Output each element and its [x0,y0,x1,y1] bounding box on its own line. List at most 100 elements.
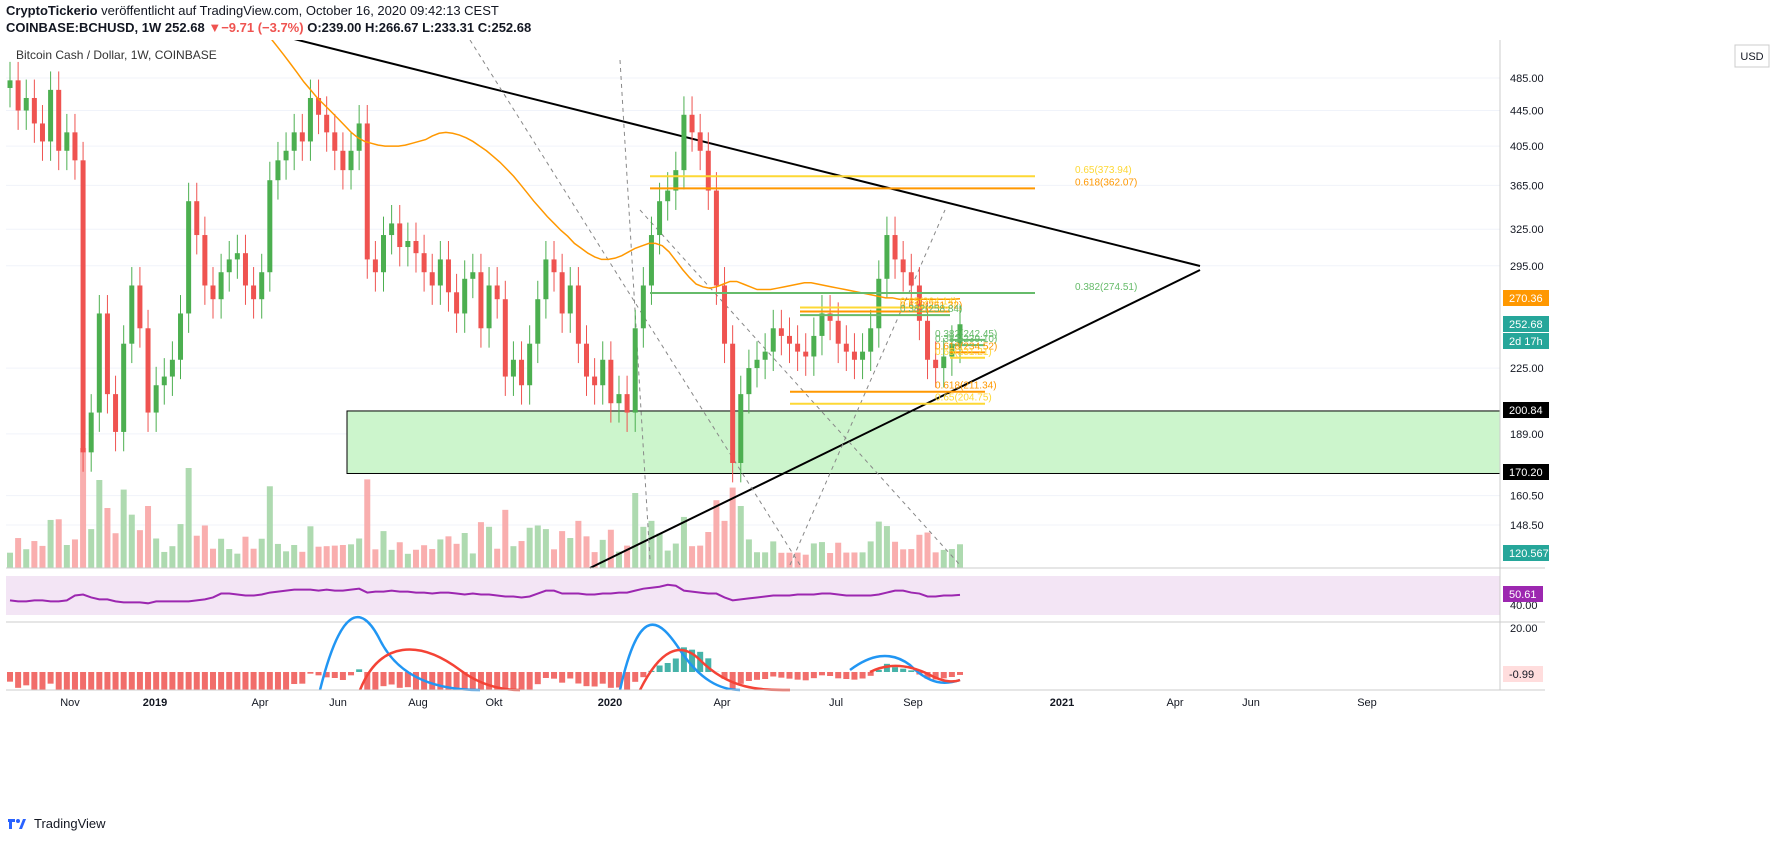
fib-diagonal-3 [789,209,946,566]
macd-line-b [618,623,741,692]
candle-body-24 [202,235,208,286]
candle-body-87 [713,190,719,286]
volume-bar-62 [510,546,517,568]
price-label-0: 270.36 [1509,293,1543,305]
macd-bar-7 [63,672,70,690]
currency-badge[interactable] [1734,44,1770,68]
volume-bar-31 [258,538,265,568]
volume-bar-78 [640,526,647,568]
candle-body-84 [689,114,695,133]
macd-bar-12 [104,672,111,690]
candle-body-69 [567,285,573,314]
macd-bar-20 [169,672,176,690]
candle-body-97 [795,343,801,352]
candle-body-81 [665,190,671,202]
macd-bar-95 [778,672,785,678]
macd-bar-88 [721,672,728,679]
fib-label-2: 0.382(274.51) [1075,282,1137,293]
volume-bar-37 [307,526,314,568]
candle-body-59 [486,285,492,329]
macd-bar-52 [429,672,436,690]
volume-bar-91 [745,539,752,568]
support-zone-layer [346,410,1501,474]
candle-body-111 [908,272,914,286]
macd-bar-82 [672,658,679,672]
macd-bar-115 [940,672,947,679]
macd-bar-81 [664,663,671,672]
macd-bar-35 [291,672,298,684]
volume-bar-69 [567,538,574,568]
volume-bar-106 [867,541,874,568]
price-axis[interactable]: 148.50 160.50 189.00 225.00 295.00 325.00 365.… [1499,40,1557,690]
candle-body-57 [470,272,476,279]
volume-bar-38 [315,546,322,568]
gridlines [6,77,1500,526]
volume-bar-102 [835,542,842,568]
candle-body-110 [900,259,906,273]
volume-bar-61 [502,509,509,568]
volume-bar-41 [339,545,346,568]
rsi-band [6,576,1500,615]
volume-bar-68 [559,531,566,568]
candle-body-10 [88,412,94,453]
candle-body-53 [437,259,443,286]
candle-body-40 [332,132,338,151]
price-label-2: 2d 17h [1509,336,1543,348]
volume-bar-93 [762,552,769,568]
volume-bar-45 [372,549,379,568]
last-price: 252.68 [164,20,205,35]
fib-label-9: 0.65(231.21) [935,347,992,358]
macd-bar-55 [453,672,460,690]
price-label-bg-3 [1503,402,1549,418]
macd-bar-2 [23,672,30,686]
macd-value-bg [1503,666,1543,682]
candle-body-32 [267,180,273,273]
volume-bar-116 [948,549,955,568]
volume-bar-0 [7,552,13,568]
candle-body-26 [218,272,224,300]
fibonacci-levels: 0.65(373.94)0.618(362.07) 0.382(274.51) 0.… [650,165,1137,405]
volume-bar-105 [859,552,866,568]
macd-bar-101 [827,672,834,676]
candle-body-20 [169,359,175,377]
volume-bar-64 [526,527,533,568]
candle-body-56 [462,278,468,314]
candle-body-52 [429,272,435,286]
price-label-bg-5 [1503,545,1549,561]
volume-bar-34 [283,551,290,568]
volume-bar-44 [364,479,371,568]
macd-bar-90 [737,672,744,684]
candle-body-105 [860,351,866,360]
candle-body-34 [283,150,289,161]
candle-body-7 [64,132,70,151]
macd-bar-11 [96,672,103,690]
candle-body-14 [121,343,127,432]
macd-bar-50 [412,672,419,690]
diagonal-lines [293,40,1201,569]
macd-bar-31 [258,672,265,690]
publisher[interactable]: CryptoTickerio [6,3,98,18]
macd-bar-13 [112,672,119,690]
volume-bar-23 [193,535,200,568]
footer-brand[interactable]: TradingView [34,816,106,831]
volume-bar-74 [607,529,614,568]
volume-bar-58 [477,522,484,568]
fib-label-0: 0.65(373.94) [1075,165,1132,176]
candle-body-61 [502,299,508,377]
chart-canvas[interactable]: 0.65(373.94)0.618(362.07) 0.382(274.51) 0.… [0,40,1772,810]
tradingview-logo-icon[interactable] [6,817,28,831]
volume-bar-48 [396,542,403,568]
candle-body-15 [129,285,135,344]
volume-bar-25 [209,548,216,568]
time-tick-0: Nov [60,697,80,709]
symbol[interactable]: COINBASE:BCHUSD, 1W [6,20,162,35]
candle-body-86 [705,150,711,191]
currency-label: USD [1740,51,1763,63]
time-axis[interactable]: Nov 2019 Apr Jun Aug Okt 2020 Apr Jul Sep 2021 Apr J… [6,689,1545,709]
macd-bar-24 [201,672,208,690]
candle-body-67 [551,259,557,273]
macd-bar-0 [7,672,13,682]
time-tick-9: Sep [903,697,923,709]
macd-bar-73 [599,672,606,684]
